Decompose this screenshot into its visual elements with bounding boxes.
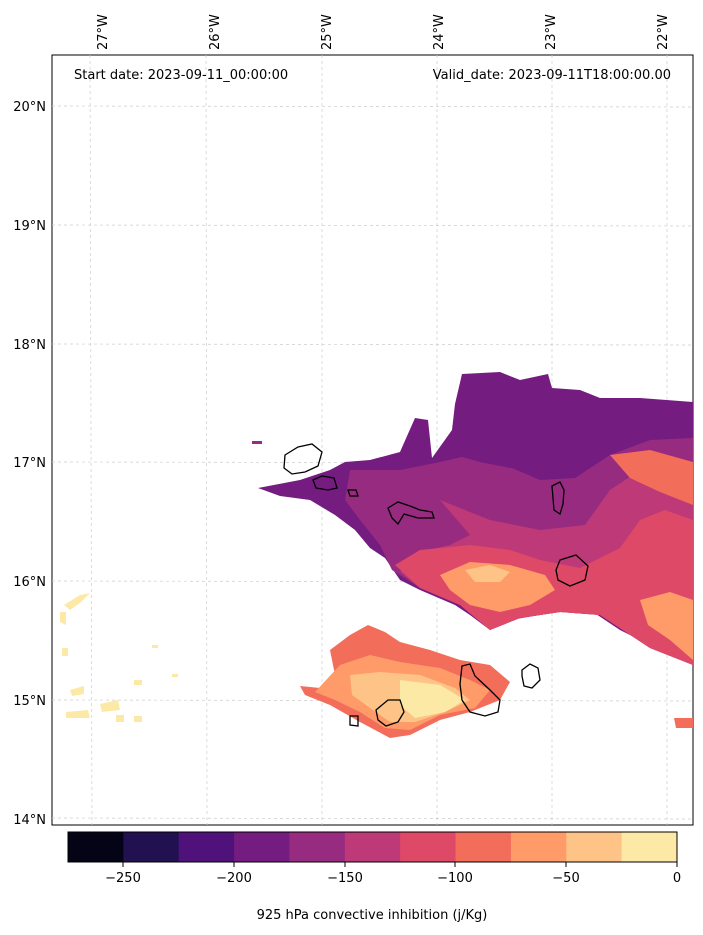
colorbar-cell [123, 832, 180, 862]
island-sao-vicente [312, 475, 338, 491]
lon-tick: 24°W [432, 14, 447, 50]
colorbar-frame [67, 831, 678, 863]
island-fogo [375, 699, 405, 727]
lat-tick: 20°N [13, 100, 46, 115]
lat-tick: 14°N [13, 813, 46, 828]
colorbar-tick-label: −100 [437, 871, 473, 886]
colorbar-cell [621, 832, 678, 862]
cin-field-north [258, 372, 693, 665]
field-north-high-east [610, 450, 693, 505]
colorbar-cell [289, 832, 346, 862]
field-north-dark [450, 430, 535, 468]
lat-tick: 18°N [13, 338, 46, 353]
latitude-ticks: 20°N 19°N 18°N 17°N 16°N 15°N 14°N [13, 100, 46, 828]
gridlines [51, 54, 694, 826]
colorbar-ticks [122, 862, 678, 867]
island-maio [521, 663, 541, 689]
longitude-ticks: 27°W 26°W 25°W 24°W 23°W 22°W [96, 14, 671, 50]
colorbar-tick-label: −250 [105, 871, 141, 886]
colorbar-tick-labels: −250 −200 −150 −100 −50 0 [105, 871, 681, 886]
colorbar-cell [178, 832, 235, 862]
colorbar [68, 832, 678, 862]
island-sal [551, 481, 565, 516]
colorbar-cell [400, 832, 457, 862]
lon-tick: 22°W [656, 14, 671, 50]
cin-field-south [300, 625, 510, 738]
lon-tick: 26°W [208, 14, 223, 50]
lat-tick: 17°N [13, 456, 46, 471]
field-south-highest [400, 680, 465, 718]
cin-field-west-patches [60, 441, 693, 728]
colorbar-tick-label: −50 [552, 871, 579, 886]
island-santa-luzia [347, 489, 359, 497]
lon-tick: 27°W [96, 14, 111, 50]
lon-tick: 23°W [544, 14, 559, 50]
lat-tick: 19°N [13, 219, 46, 234]
colorbar-tick-label: 0 [673, 871, 681, 886]
island-sao-nicolau [387, 501, 435, 526]
field-north-high-east2 [640, 592, 693, 660]
colorbar-cell [510, 832, 567, 862]
colorbar-cell [566, 832, 623, 862]
colorbar-cell [344, 832, 401, 862]
field-north-higher [465, 565, 510, 582]
colorbar-label: 925 hPa convective inhibition (j/Kg) [257, 908, 488, 923]
island-brava [349, 715, 359, 727]
valid-date-label: Valid_date: 2023-09-11T18:00:00.00 [433, 68, 671, 83]
lat-tick: 15°N [13, 694, 46, 709]
island-santo-antao [283, 443, 323, 475]
colorbar-tick-label: −150 [327, 871, 363, 886]
start-date-label: Start date: 2023-09-11_00:00:00 [74, 68, 288, 83]
colorbar-cell [455, 832, 512, 862]
coastlines [283, 443, 589, 727]
island-boa-vista [555, 554, 589, 587]
island-santiago [459, 663, 501, 717]
lon-tick: 25°W [320, 14, 335, 50]
lat-tick: 16°N [13, 575, 46, 590]
colorbar-cell [68, 832, 124, 862]
colorbar-cell [234, 832, 290, 862]
colorbar-tick-label: −200 [216, 871, 252, 886]
